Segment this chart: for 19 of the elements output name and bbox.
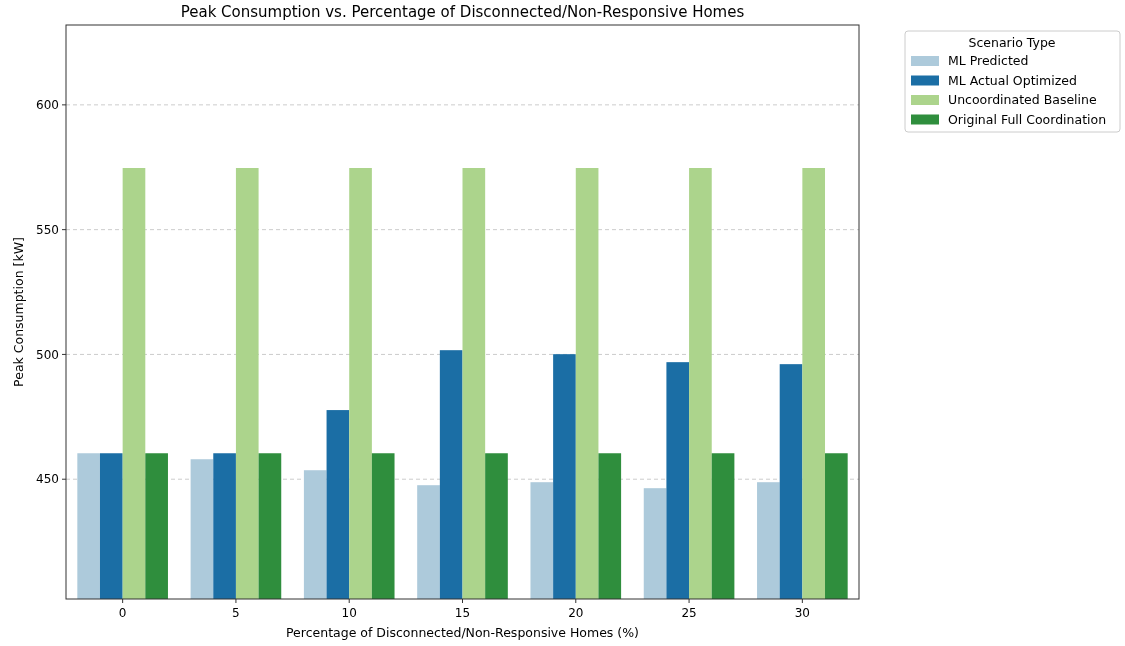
legend-label: ML Actual Optimized [948, 72, 1077, 88]
x-tick-label: 30 [794, 606, 810, 620]
y-tick-label: 500 [36, 347, 59, 362]
x-axis-title: Percentage of Disconnected/Non-Responsive Homes (%) [286, 625, 639, 640]
y-axis-title: Peak Consumption [kW] [11, 237, 26, 387]
y-tick-label: 450 [36, 472, 59, 487]
legend-label: Uncoordinated Baseline [948, 92, 1097, 108]
x-tick-label: 15 [454, 606, 471, 620]
y-tick-label: 600 [36, 98, 59, 113]
x-tick-label: 20 [568, 606, 584, 620]
x-tick-label: 25 [681, 606, 697, 620]
x-tick-label: 10 [341, 606, 357, 620]
x-tick-label: 5 [232, 606, 240, 620]
chart-title: Peak Consumption vs. Percentage of Disconnected/Non-Responsive Homes [180, 3, 745, 21]
x-tick-label: 0 [118, 606, 127, 620]
y-tick-label: 550 [36, 222, 59, 237]
legend-label: ML Predicted [948, 53, 1029, 69]
legend-title: Scenario Type [968, 35, 1056, 50]
legend-label: Original Full Coordination [948, 111, 1107, 127]
